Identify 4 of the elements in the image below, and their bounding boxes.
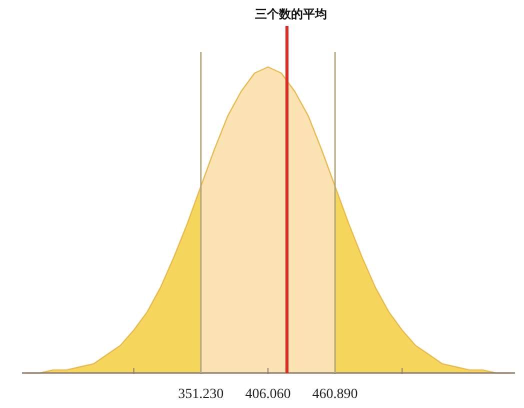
x-tick-label: 406.060 <box>245 387 291 402</box>
ref-line-label: 三个数的平均 <box>254 7 327 21</box>
x-tick-label: 460.890 <box>312 387 358 402</box>
x-tick-label: 351.230 <box>178 387 224 402</box>
